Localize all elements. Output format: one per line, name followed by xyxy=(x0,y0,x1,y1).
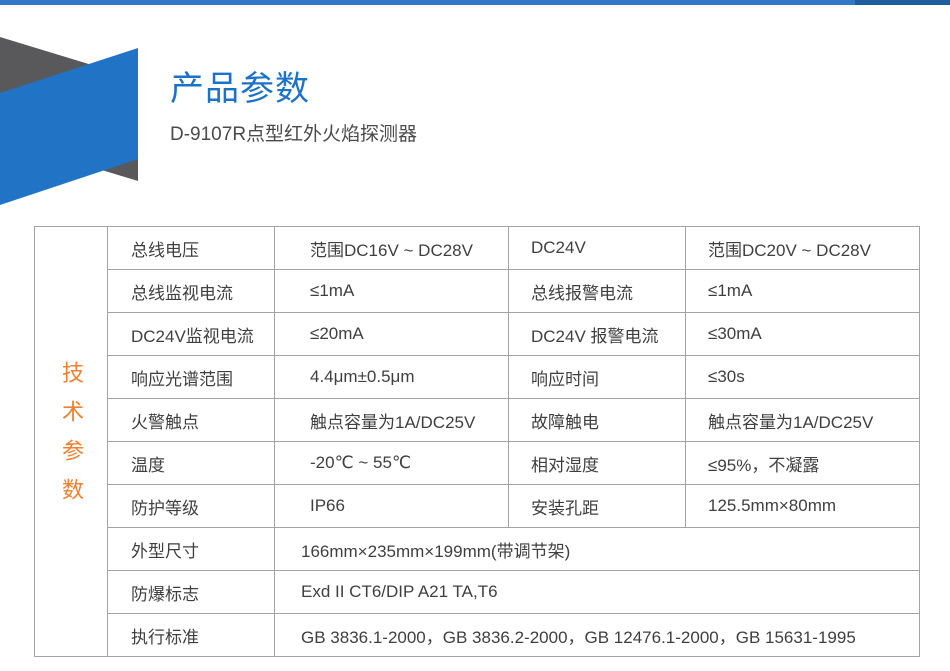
param-name: 故障触电 xyxy=(508,398,686,442)
param-name: 外型尺寸 xyxy=(107,527,275,571)
table-row: 温度 -20℃ ~ 55℃ 相对湿度 ≤95%，不凝露 xyxy=(35,441,920,485)
param-value: -20℃ ~ 55℃ xyxy=(274,441,509,485)
param-value: 触点容量为1A/DC25V xyxy=(274,398,509,442)
tech-params-side-label: 技术参数 xyxy=(59,361,84,517)
param-name: 温度 xyxy=(107,441,275,485)
table-row: 技术参数 总线电压 范围DC16V ~ DC28V DC24V 范围DC20V … xyxy=(34,226,920,657)
table-row: 响应光谱范围 4.4μm±0.5μm 响应时间 ≤30s xyxy=(35,355,920,399)
param-name: DC24V监视电流 xyxy=(107,312,275,356)
param-value: ≤1mA xyxy=(685,269,920,313)
header: 产品参数 D-9107R点型红外火焰探测器 xyxy=(170,70,417,146)
param-name: 防护等级 xyxy=(107,484,275,528)
table-row: DC24V监视电流 ≤20mA DC24V 报警电流 ≤30mA xyxy=(35,312,920,356)
param-value: 范围DC16V ~ DC28V xyxy=(274,226,509,270)
decorative-ribbon xyxy=(0,37,138,205)
param-value: ≤20mA xyxy=(274,312,509,356)
param-name: 安装孔距 xyxy=(508,484,686,528)
param-value: ≤30s xyxy=(685,355,920,399)
param-name: 总线电压 xyxy=(107,226,275,270)
param-name: 响应光谱范围 xyxy=(107,355,275,399)
param-value: GB 3836.1-2000，GB 3836.2-2000，GB 12476.1… xyxy=(274,613,920,657)
tech-params-side-cell: 技术参数 xyxy=(34,226,108,657)
param-value: 4.4μm±0.5μm xyxy=(274,355,509,399)
param-value: ≤1mA xyxy=(274,269,509,313)
table-row: 外型尺寸 166mm×235mm×199mm(带调节架) xyxy=(35,527,920,571)
ribbon-blue-band xyxy=(0,48,138,205)
table-row: 防护等级 IP66 安装孔距 125.5mm×80mm xyxy=(35,484,920,528)
top-accent-bar-end xyxy=(855,0,950,5)
param-value: 166mm×235mm×199mm(带调节架) xyxy=(274,527,920,571)
param-value: 125.5mm×80mm xyxy=(685,484,920,528)
param-value: ≤95%，不凝露 xyxy=(685,441,920,485)
param-name: 总线监视电流 xyxy=(107,269,275,313)
table-row: 防爆标志 Exd II CT6/DIP A21 TA,T6 xyxy=(35,570,920,614)
param-name: 总线报警电流 xyxy=(508,269,686,313)
param-value: 触点容量为1A/DC25V xyxy=(685,398,920,442)
param-value: ≤30mA xyxy=(685,312,920,356)
top-accent-bar xyxy=(0,0,950,5)
param-value: 范围DC20V ~ DC28V xyxy=(685,226,920,270)
page-title: 产品参数 xyxy=(170,70,310,108)
param-value: Exd II CT6/DIP A21 TA,T6 xyxy=(274,570,920,614)
param-name: 执行标准 xyxy=(107,613,275,657)
table-row: 总线监视电流 ≤1mA 总线报警电流 ≤1mA xyxy=(35,269,920,313)
param-name: 相对湿度 xyxy=(508,441,686,485)
param-value: IP66 xyxy=(274,484,509,528)
param-name: 响应时间 xyxy=(508,355,686,399)
product-model-subtitle: D-9107R点型红外火焰探测器 xyxy=(170,124,418,145)
param-name: DC24V xyxy=(508,226,686,270)
table-row: 执行标准 GB 3836.1-2000，GB 3836.2-2000，GB 12… xyxy=(35,613,920,657)
param-name: 防爆标志 xyxy=(107,570,275,614)
param-name: 火警触点 xyxy=(107,398,275,442)
param-name: DC24V 报警电流 xyxy=(508,312,686,356)
spec-table: 技术参数 总线电压 范围DC16V ~ DC28V DC24V 范围DC20V … xyxy=(34,226,920,657)
table-row: 火警触点 触点容量为1A/DC25V 故障触电 触点容量为1A/DC25V xyxy=(35,398,920,442)
